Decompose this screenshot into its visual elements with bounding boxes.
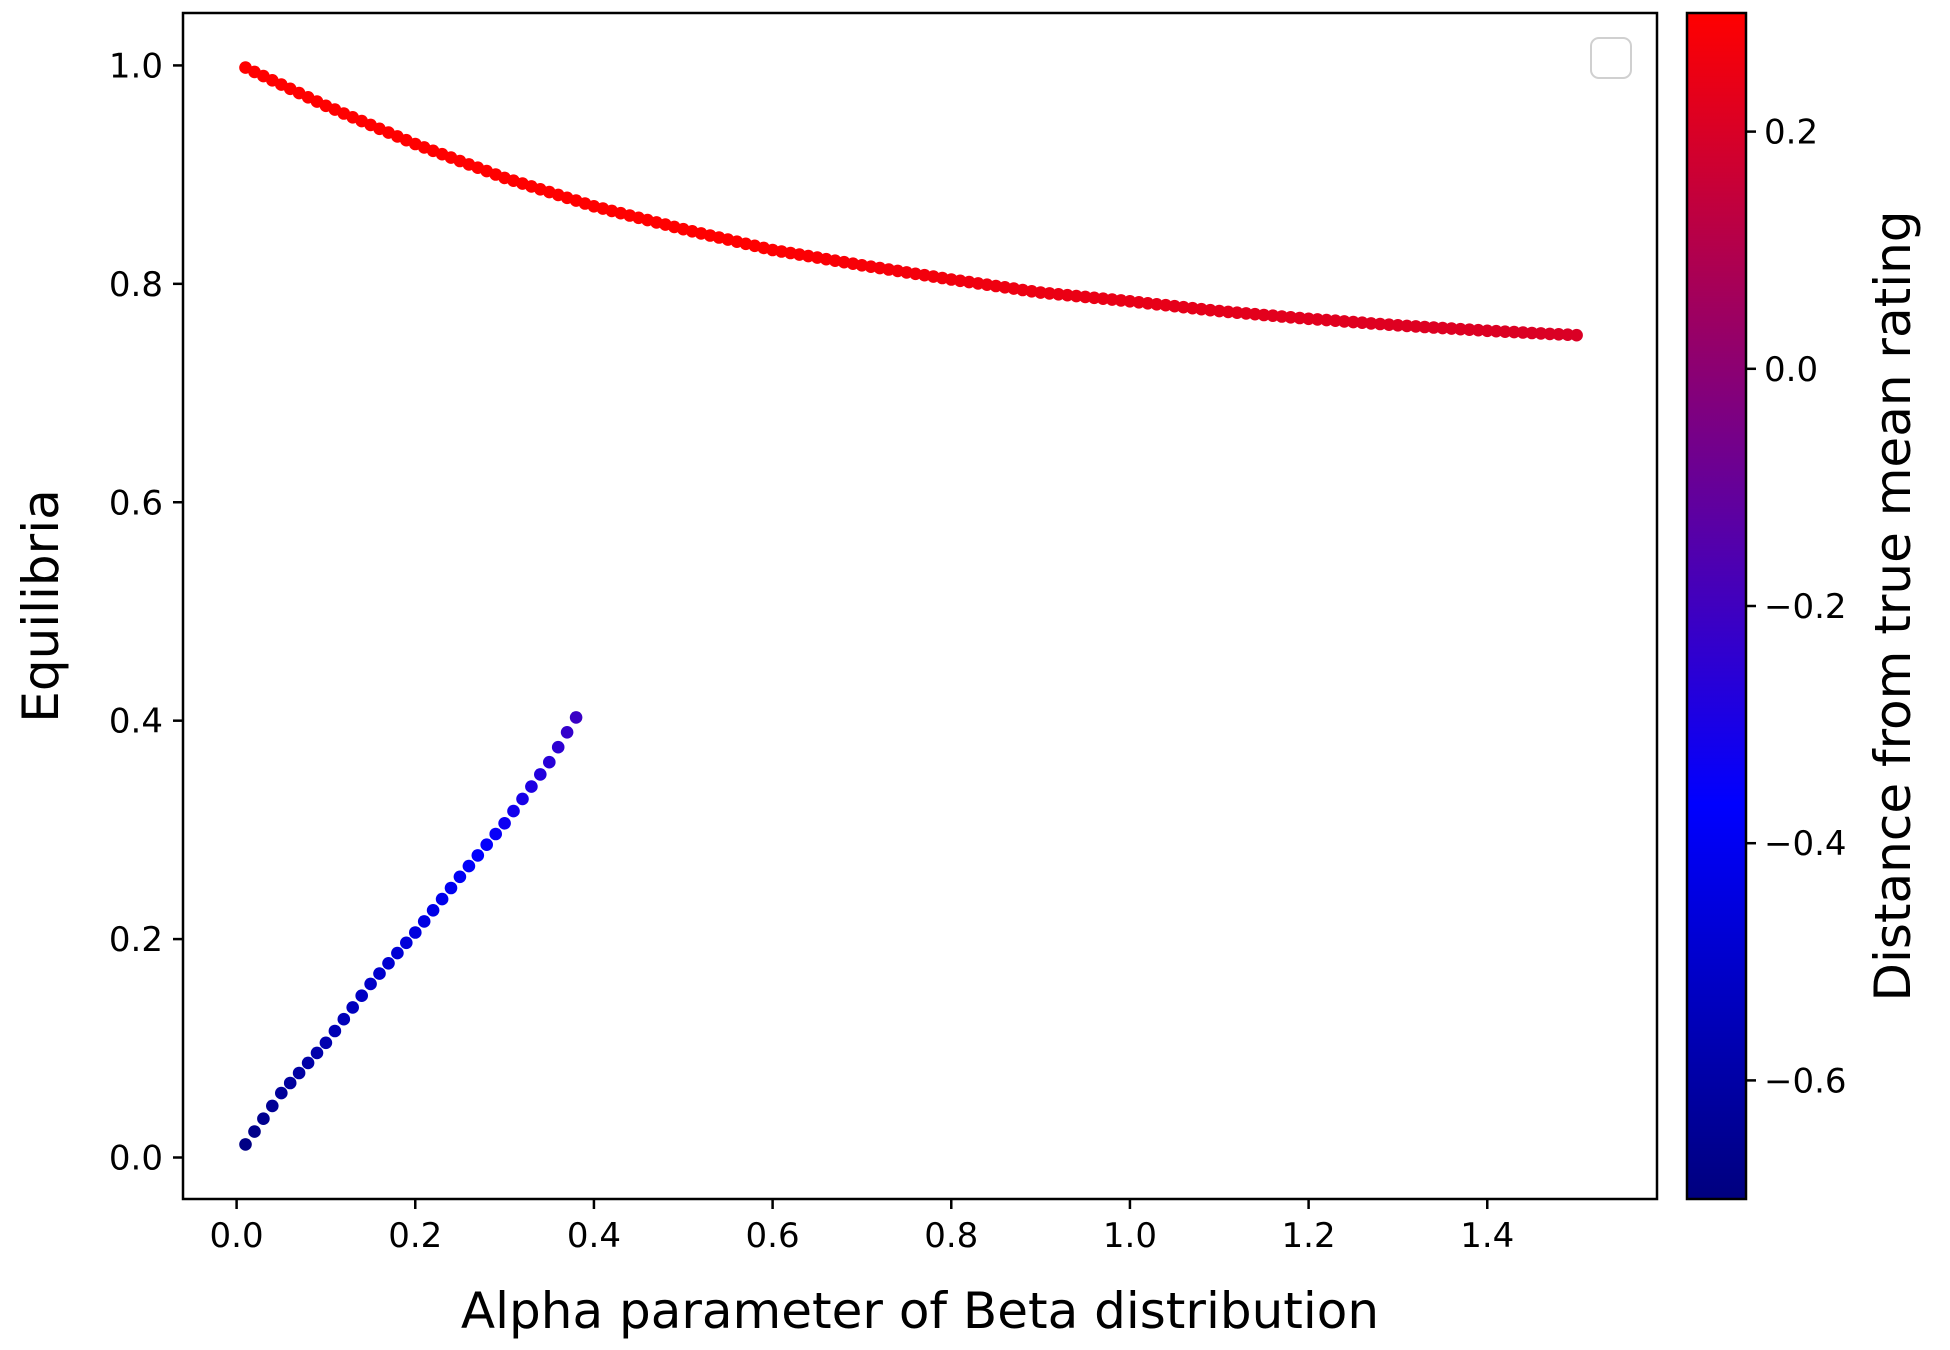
scatter-point (391, 946, 404, 960)
x-tick-label: 0.0 (210, 1216, 264, 1256)
scatter-point (319, 1036, 333, 1050)
scatter-point (1257, 308, 1271, 322)
scatter-point (266, 1099, 279, 1113)
scatter-point (489, 827, 503, 841)
y-tick-label: 0.4 (109, 702, 163, 742)
scatter-point (1284, 311, 1297, 324)
colorbar-label: Distance from true mean rating (1864, 210, 1922, 1001)
scatter-point (275, 1086, 288, 1100)
scatter-point (1570, 328, 1583, 342)
scatter-point (1498, 325, 1512, 339)
scatter-point (1481, 324, 1494, 338)
scatter-point (346, 1001, 360, 1014)
x-tick-label: 0.6 (746, 1216, 800, 1256)
scatter-point (1534, 327, 1548, 340)
scatter-point (1436, 321, 1449, 335)
x-tick-label: 1.4 (1460, 1216, 1514, 1256)
scatter-point (1070, 289, 1083, 303)
scatter-point (364, 977, 377, 991)
x-axis: 0.0 0.2 0.4 0.6 0.8 1.0 1.2 1.4 (210, 1199, 1514, 1256)
scatter-point (1445, 322, 1458, 335)
plot-frame (181, 11, 1659, 1201)
scatter-point (382, 957, 395, 970)
y-tick-label: 1.0 (109, 46, 163, 86)
scatter-point (239, 1138, 252, 1151)
scatter-point (355, 989, 369, 1002)
legend-box (1590, 37, 1632, 79)
colorbar-tick-label: −0.6 (1764, 1061, 1847, 1101)
scatter-point (560, 726, 574, 739)
scatter-point (373, 967, 386, 980)
scatter-point (301, 1056, 315, 1070)
colorbar (1685, 11, 1748, 1201)
scatter-point (1552, 328, 1565, 341)
scatter-point (1507, 325, 1521, 339)
x-axis-label: Alpha parameter of Beta distribution (461, 1282, 1379, 1340)
scatter-point (1391, 319, 1405, 332)
x-tick-label: 1.0 (1103, 1216, 1157, 1256)
y-tick-label: 0.8 (109, 265, 163, 305)
scatter-points (239, 61, 1583, 1151)
scatter-point (1561, 328, 1574, 342)
colorbar-tick-label: 0.2 (1764, 113, 1818, 153)
scatter-point (283, 1076, 297, 1090)
scatter-point (551, 740, 565, 754)
scatter-point (1338, 315, 1351, 328)
scatter-point (426, 904, 440, 917)
scatter-point (310, 1046, 324, 1060)
x-tick-label: 1.2 (1282, 1216, 1336, 1256)
scatter-point (337, 1012, 351, 1026)
x-tick-label: 0.8 (924, 1216, 978, 1256)
scatter-point (525, 780, 538, 793)
x-tick-label: 0.4 (567, 1216, 621, 1256)
scatter-point (498, 817, 511, 830)
colorbar-tick-label: −0.2 (1764, 587, 1847, 627)
scatter-point (328, 1024, 342, 1038)
scatter-point (1230, 306, 1244, 320)
scatter-point (1454, 322, 1467, 336)
scatter-point (1311, 313, 1324, 326)
scatter-point (1463, 323, 1476, 337)
scatter-point (292, 1066, 306, 1080)
scatter-point (507, 804, 520, 818)
scatter-point (1543, 327, 1557, 341)
scatter-point (1418, 320, 1431, 334)
scatter-point (1364, 317, 1378, 330)
colorbar-tick-label: −0.4 (1764, 824, 1847, 864)
scatter-point (409, 926, 422, 939)
scatter-point (435, 892, 449, 906)
scatter-point (569, 711, 583, 724)
scatter-point (444, 881, 458, 895)
scatter-point (1472, 323, 1485, 337)
scatter-point (1489, 324, 1503, 338)
y-tick-label: 0.0 (109, 1139, 163, 1179)
scatter-point (417, 915, 431, 928)
scatter-point (462, 859, 476, 873)
scatter-point (1400, 319, 1414, 333)
colorbar-tick-label: 0.0 (1764, 350, 1818, 390)
scatter-point (248, 1125, 261, 1138)
y-tick-label: 0.6 (109, 483, 163, 523)
y-axis-label: Equilibria (12, 489, 70, 723)
scatter-point (543, 755, 556, 769)
y-tick-label: 0.2 (109, 920, 163, 960)
scatter-point (471, 849, 485, 862)
scatter-point (516, 792, 529, 806)
scatter-point (480, 838, 494, 851)
colorbar-axis: −0.6 −0.4 −0.2 0.0 0.2 (1746, 113, 1847, 1101)
scatter-point (1525, 326, 1539, 340)
scatter-point (257, 1112, 270, 1125)
scatter-point (1516, 326, 1530, 339)
x-tick-label: 0.2 (388, 1216, 442, 1256)
scatter-point (400, 936, 413, 950)
scatter-point (453, 870, 467, 884)
scatter-point (534, 768, 547, 781)
y-axis: 0.0 0.2 0.4 0.6 0.8 1.0 (109, 46, 183, 1179)
